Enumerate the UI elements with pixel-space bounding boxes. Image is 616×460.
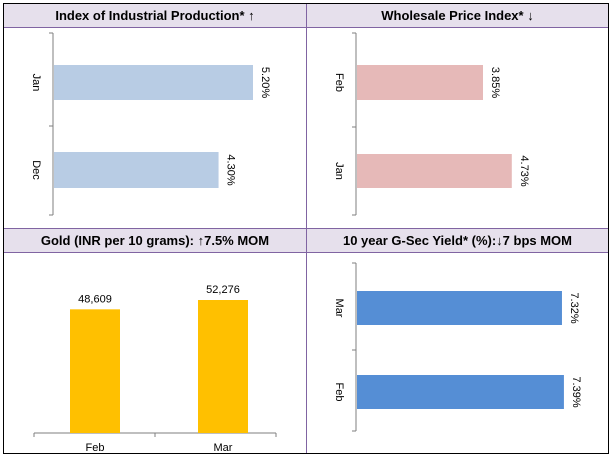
category-label-feb: Feb [333,73,345,92]
category-label-mar: Mar [214,442,233,453]
horizontal-divider [4,228,608,229]
category-label-jan: Jan [333,162,345,180]
gsec-panel: 10 year G-Sec Yield* (%):↓7 bps MOM Mar 7… [307,229,608,453]
bar-jan [357,154,512,188]
category-label-feb: Feb [86,442,105,453]
value-label-dec: 4.30% [225,154,237,185]
value-label-mar: 7.32% [568,292,580,323]
category-label-mar: Mar [333,299,345,318]
bar-feb [357,375,564,409]
gsec-title: 10 year G-Sec Yield* (%):↓7 bps MOM [307,229,608,253]
bar-feb [70,309,120,433]
wpi-title: Wholesale Price Index* ↓ [307,4,608,28]
bar-feb [357,65,483,100]
bar-mar [357,291,562,325]
category-label-jan: Jan [30,74,42,92]
bar-dec [54,152,219,188]
wpi-panel: Wholesale Price Index* ↓ Feb 3.85% Jan 4.73… [307,4,608,228]
value-label-feb: 7.39% [570,376,582,407]
value-label-jan: 4.73% [518,155,530,186]
iip-chart: Jan 5.20% Dec 4.30% [30,32,271,216]
category-label-dec: Dec [30,160,42,180]
gold-chart: 48,609 Feb 52,276 Mar [33,284,277,453]
value-label-mar: 52,276 [206,284,240,296]
bar-jan [54,65,253,100]
category-label-feb: Feb [333,383,345,402]
gold-title: Gold (INR per 10 grams): ↑7.5% MOM [4,229,306,253]
iip-panel: Index of Industrial Production* ↑ Jan 5.2… [4,4,306,228]
gsec-chart: Mar 7.32% Feb 7.39% [333,262,582,432]
iip-title: Index of Industrial Production* ↑ [4,4,306,28]
gold-panel: Gold (INR per 10 grams): ↑7.5% MOM 48,60… [4,229,306,453]
value-label-feb: 3.85% [489,67,501,98]
value-label-feb: 48,609 [78,293,112,305]
wpi-chart: Feb 3.85% Jan 4.73% [333,32,530,216]
dashboard-grid: Index of Industrial Production* ↑ Jan 5.2… [3,3,609,454]
bar-mar [198,300,248,433]
value-label-jan: 5.20% [259,67,271,98]
